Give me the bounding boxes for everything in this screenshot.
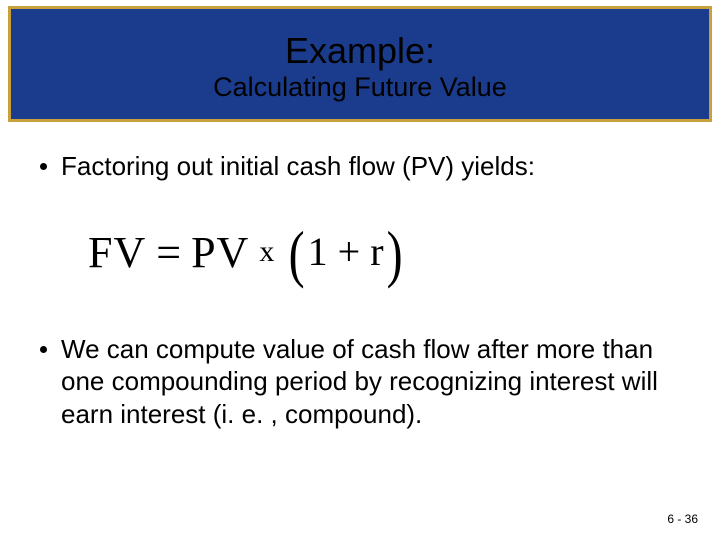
bullet-item: Factoring out initial cash flow (PV) yie… (40, 150, 680, 183)
title-banner: Example: Calculating Future Value (8, 6, 712, 122)
formula-multiply: x (259, 235, 274, 268)
formula-lparen: ( (289, 217, 305, 291)
slide-body: Factoring out initial cash flow (PV) yie… (40, 150, 680, 500)
formula-lhs: FV (88, 228, 146, 277)
formula-inner: 1 + r (308, 229, 384, 274)
bullet-text: Factoring out initial cash flow (PV) yie… (61, 150, 535, 183)
bullet-item: We can compute value of cash flow after … (40, 333, 680, 431)
bullet-text: We can compute value of cash flow after … (61, 333, 680, 431)
formula-container: FV = PV x ( 1 + r ) (80, 211, 680, 293)
page-number: 6 - 36 (667, 512, 698, 526)
formula-rparen: ) (386, 217, 402, 291)
formula: FV = PV x ( 1 + r ) (80, 211, 415, 293)
bullet-dot-icon (40, 346, 47, 353)
formula-pv: PV (191, 228, 249, 277)
slide-title: Example: (285, 31, 435, 71)
formula-equals: = (156, 228, 181, 277)
slide-subtitle: Calculating Future Value (213, 72, 507, 103)
bullet-dot-icon (40, 163, 47, 170)
